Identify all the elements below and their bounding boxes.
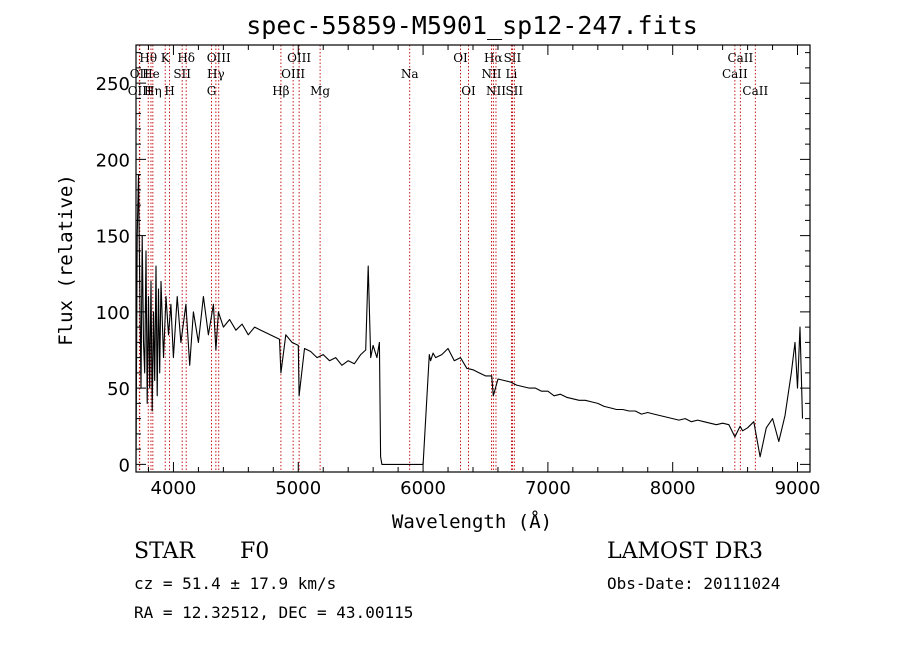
emission-line-label: OIII	[207, 51, 231, 65]
x-tick-label: 7000	[525, 478, 571, 499]
emission-line-label: H	[164, 84, 174, 98]
emission-line-label: Li	[506, 67, 518, 81]
emission-line-label: CaII	[727, 51, 753, 65]
x-axis-label: Wavelength (Å)	[392, 510, 552, 533]
emission-line-label: NII	[481, 67, 501, 81]
emission-line-label: NII	[486, 84, 506, 98]
emission-line-label: Mg	[310, 84, 330, 98]
axis-ticks: 4000 5000 6000 7000 8000 9000 0 50 100 150 200 250	[96, 45, 821, 499]
y-axis-label: Flux (relative)	[55, 174, 77, 346]
object-class: STAR	[134, 539, 195, 564]
coordinates: RA = 12.32512, DEC = 43.00115	[134, 603, 414, 622]
emission-line-label: Hγ	[207, 67, 225, 81]
plot-frame	[135, 44, 811, 473]
y-tick-label: 200	[96, 150, 130, 171]
series-layer	[135, 174, 804, 465]
emission-line-label: SII	[504, 51, 522, 65]
y-tick-label: 250	[96, 74, 130, 95]
obs-date: Obs-Date: 20111024	[607, 574, 781, 593]
object-subclass: F0	[240, 539, 270, 564]
y-tick-label: 100	[96, 303, 130, 324]
emission-line-label: Na	[401, 67, 419, 81]
chart-title: spec-55859-M5901_sp12-247.fits	[246, 11, 698, 40]
emission-line-label: SII	[505, 84, 523, 98]
emission-line-label: OIII	[287, 51, 311, 65]
emission-line-label: CaII	[722, 67, 748, 81]
emission-line-label: OIII	[281, 67, 305, 81]
spectrum-line	[135, 174, 804, 465]
y-tick-label: 0	[119, 455, 130, 476]
redshift-value: cz = 51.4 ± 17.9 km/s	[134, 574, 337, 593]
emission-line-label: OI	[461, 84, 476, 98]
x-tick-label: 8000	[650, 478, 696, 499]
emission-line-label: He	[142, 67, 160, 81]
emission-line-label: OI	[453, 51, 468, 65]
y-tick-label: 150	[96, 227, 130, 248]
x-tick-label: 5000	[275, 478, 321, 499]
emission-line-label: SII	[173, 67, 191, 81]
emission-line-label: Hα	[484, 51, 503, 65]
y-tick-label: 50	[107, 379, 130, 400]
x-tick-label: 6000	[400, 478, 446, 499]
x-tick-label: 4000	[151, 478, 197, 499]
x-tick-label: 9000	[775, 478, 821, 499]
emission-line-label: OIII	[128, 84, 152, 98]
emission-line-label: Hδ	[177, 51, 195, 65]
survey-name: LAMOST DR3	[607, 539, 763, 564]
emission-line-label: K	[161, 51, 171, 65]
emission-line-label: Hθ	[139, 51, 157, 65]
emission-line-label: Hη	[144, 84, 162, 98]
emission-line-label: Hβ	[272, 84, 289, 98]
emission-line-label: CaII	[742, 84, 768, 98]
emission-line-label: G	[207, 84, 217, 98]
